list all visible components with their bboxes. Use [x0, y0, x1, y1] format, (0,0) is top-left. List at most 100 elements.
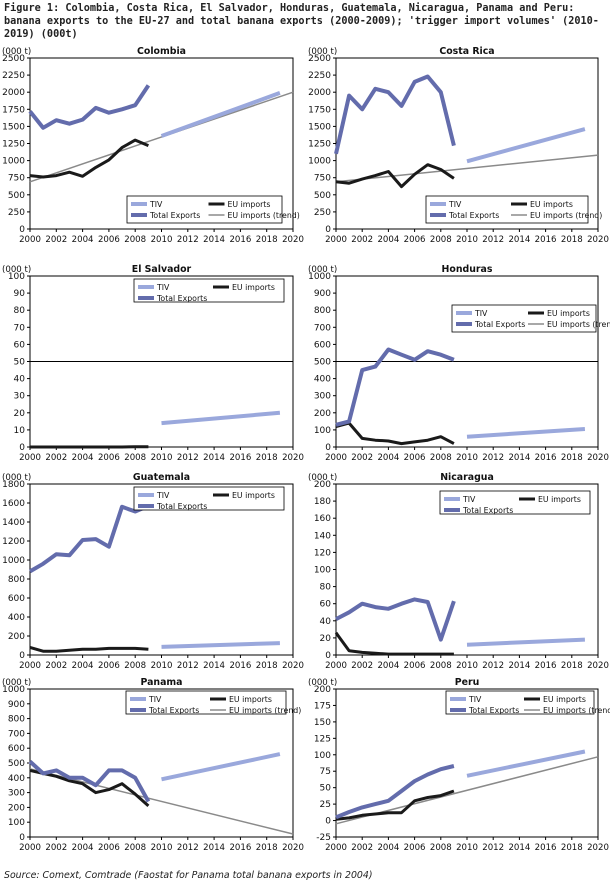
x-tick-label: 2004	[72, 453, 94, 463]
x-tick-label: 2010	[456, 661, 478, 671]
y-tick-label: 500	[314, 358, 331, 368]
x-tick-label: 2014	[203, 843, 225, 853]
figure-title: Figure 1: Colombia, Costa Rica, El Salva…	[4, 3, 599, 40]
y-tick-label: 1250	[2, 140, 25, 150]
x-tick-label: 2008	[430, 661, 452, 671]
x-tick-label: 2000	[325, 843, 347, 853]
series-line-eu	[335, 789, 455, 821]
series-line-total	[335, 347, 455, 427]
chart-panel-guatemala: 0 200 400 600 800 1000 1200 1400 1600 1800 2000 200…	[2, 472, 304, 671]
legend: TIV EU imports Total Exports EU imports (tr…	[425, 195, 602, 224]
x-tick-label: 2002	[351, 453, 373, 463]
x-tick-label: 2002	[45, 235, 67, 245]
series-line-tiv	[466, 427, 586, 439]
legend-label: EU imports (trend)	[229, 706, 301, 715]
series-line-trend	[335, 154, 599, 183]
x-tick-label: 2008	[430, 453, 452, 463]
y-tick-label: 200	[314, 480, 331, 490]
y-tick-label: 1600	[2, 499, 25, 509]
legend-label: EU imports	[229, 695, 272, 704]
y-tick-label: 20	[320, 634, 332, 644]
legend-label: Total Exports	[448, 211, 499, 220]
series-line-eu	[335, 421, 455, 446]
y-tick-label: 400	[8, 774, 25, 784]
y-tick-label: 800	[8, 715, 25, 725]
y-tick-label: 750	[314, 174, 331, 184]
y-tick-label: 30	[14, 392, 26, 402]
x-tick-label: 2002	[351, 235, 373, 245]
x-tick-label: 2008	[430, 235, 452, 245]
legend-label: TIV	[156, 283, 170, 292]
unit-label: (000 t)	[2, 678, 31, 688]
y-tick-label: 100	[314, 566, 331, 576]
y-tick-label: 500	[8, 759, 25, 769]
y-tick-label: 400	[314, 375, 331, 385]
series-line-eu	[29, 645, 149, 653]
y-tick-label: -25	[316, 833, 331, 843]
x-tick-label: 2000	[19, 235, 41, 245]
legend-label: Total Exports	[148, 706, 199, 715]
x-tick-label: 2010	[456, 235, 478, 245]
legend-label: Total Exports	[468, 706, 519, 715]
legend-label: TIV	[149, 200, 163, 209]
x-tick-label: 2000	[19, 661, 41, 671]
legend-label: EU imports	[538, 495, 581, 504]
y-tick-label: 125	[314, 734, 331, 744]
legend-box	[125, 690, 287, 715]
y-tick-label: 1800	[2, 480, 25, 490]
y-tick-label: 160	[314, 514, 331, 524]
y-tick-label: 2250	[308, 71, 331, 81]
legend: TIV EU imports Total Exports	[439, 490, 591, 515]
x-tick-label: 2020	[282, 235, 304, 245]
x-tick-label: 2020	[282, 661, 304, 671]
y-tick-label: 50	[320, 784, 332, 794]
y-tick-label: 700	[314, 323, 331, 333]
y-tick-label: 1750	[2, 105, 25, 115]
y-tick-label: 2250	[2, 71, 25, 81]
x-tick-label: 2010	[151, 661, 173, 671]
y-tick-label: 300	[8, 789, 25, 799]
x-tick-label: 2018	[561, 235, 583, 245]
x-tick-label: 2006	[404, 235, 426, 245]
unit-label: (000 t)	[308, 678, 337, 688]
x-tick-label: 2008	[124, 661, 146, 671]
chart-panel-honduras: 0 100 200 300 400 500 600 700 800 900 1000 2000 2002…	[308, 264, 610, 463]
x-tick-label: 2000	[19, 453, 41, 463]
legend: TIV EU imports Total Exports EU imports (tr…	[126, 195, 300, 224]
y-tick-label: 1500	[308, 122, 331, 132]
x-tick-label: 2010	[151, 843, 173, 853]
legend-label: Total Exports	[462, 506, 513, 515]
x-tick-label: 2018	[256, 453, 278, 463]
legend-label: EU imports	[530, 200, 573, 209]
series-line-eu	[29, 768, 150, 808]
y-tick-label: 500	[8, 191, 25, 201]
x-tick-label: 2004	[377, 661, 399, 671]
chart-title: Panama	[140, 677, 182, 688]
y-tick-label: 300	[314, 392, 331, 402]
x-tick-label: 2020	[282, 843, 304, 853]
legend-box	[126, 195, 283, 224]
y-tick-label: 0	[19, 225, 25, 235]
x-tick-label: 2018	[256, 235, 278, 245]
y-tick-label: 40	[14, 375, 26, 385]
y-tick-label: 1400	[2, 518, 25, 528]
series-line-total	[28, 760, 151, 803]
x-tick-label: 2016	[535, 235, 557, 245]
y-tick-label: 1000	[2, 556, 25, 566]
x-tick-label: 2012	[177, 661, 199, 671]
y-tick-label: 0	[325, 651, 331, 661]
series-line-total	[28, 84, 151, 130]
x-tick-label: 2008	[124, 235, 146, 245]
x-tick-label: 2006	[98, 453, 120, 463]
y-tick-label: 2000	[308, 88, 331, 98]
y-tick-label: 1200	[2, 537, 25, 547]
y-tick-label: 600	[8, 594, 25, 604]
legend-label: Total Exports	[474, 320, 525, 329]
unit-label: (000 t)	[308, 473, 337, 483]
x-tick-label: 2014	[508, 453, 530, 463]
y-tick-label: 750	[8, 174, 25, 184]
x-tick-label: 2012	[177, 453, 199, 463]
y-tick-label: 10	[14, 426, 26, 436]
y-tick-label: 250	[8, 208, 25, 218]
legend-label: TIV	[468, 695, 482, 704]
